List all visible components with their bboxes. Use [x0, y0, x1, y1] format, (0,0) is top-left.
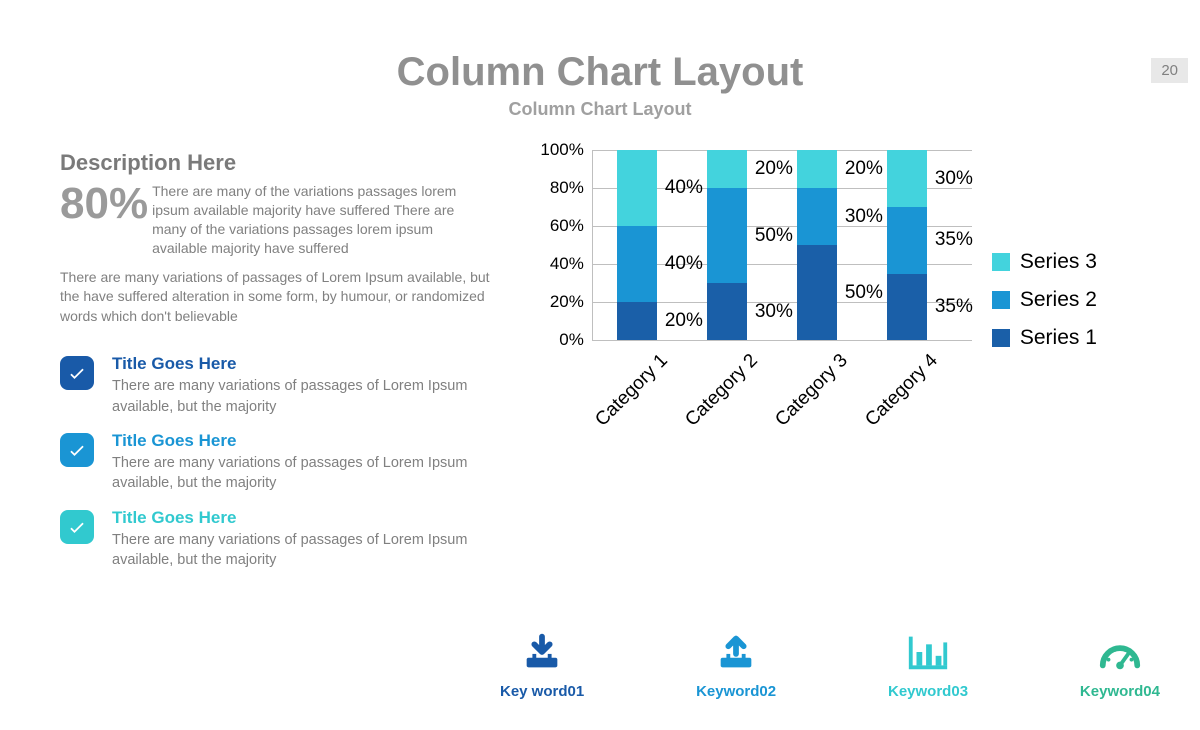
bullet-item: Title Goes HereThere are many variations…	[60, 431, 492, 494]
bullet-title: Title Goes Here	[112, 354, 492, 374]
legend-swatch	[992, 291, 1010, 309]
upload-icon	[696, 632, 776, 677]
keyword-item: Keyword03	[888, 632, 968, 700]
stacked-bar-chart: 0%20%40%60%80%100%20%40%40%Category 130%…	[592, 150, 972, 340]
gauge-icon	[1080, 632, 1160, 677]
category-label: Category 3	[759, 350, 852, 443]
chart-bar: 30%50%20%	[707, 150, 747, 340]
segment-value-label: 20%	[665, 310, 703, 332]
y-axis-label: 0%	[559, 330, 584, 350]
chart-bar-segment: 40%	[617, 226, 657, 302]
keyword-row: Key word01 Keyword02 Keyword03 Keyword04	[500, 632, 1160, 700]
slide-subtitle: Column Chart Layout	[0, 99, 1200, 120]
bullet-body: There are many variations of passages of…	[112, 376, 492, 417]
y-axis-label: 100%	[540, 140, 583, 160]
keyword-label: Keyword02	[696, 683, 776, 700]
barchart-icon	[888, 632, 968, 677]
bullet-title: Title Goes Here	[112, 431, 492, 451]
bullet-body: There are many variations of passages of…	[112, 530, 492, 571]
keyword-item: Keyword02	[696, 632, 776, 700]
legend-label: Series 1	[1020, 326, 1097, 350]
page-number: 20	[1151, 58, 1188, 83]
segment-value-label: 35%	[935, 229, 973, 251]
y-axis-label: 40%	[550, 254, 584, 274]
description-panel: Description Here 80% There are many of t…	[60, 150, 512, 584]
check-icon	[60, 510, 94, 544]
download-icon	[500, 632, 584, 677]
bullet-list: Title Goes HereThere are many variations…	[60, 354, 492, 570]
chart-bar-segment: 30%	[797, 188, 837, 245]
keyword-label: Keyword03	[888, 683, 968, 700]
keyword-item: Keyword04	[1080, 632, 1160, 700]
segment-value-label: 30%	[845, 206, 883, 228]
check-icon	[60, 356, 94, 390]
category-label: Category 1	[579, 350, 672, 443]
keyword-item: Key word01	[500, 632, 584, 700]
legend-item: Series 2	[992, 288, 1097, 312]
bullet-item: Title Goes HereThere are many variations…	[60, 508, 492, 571]
bullet-item: Title Goes HereThere are many variations…	[60, 354, 492, 417]
chart-panel: 0%20%40%60%80%100%20%40%40%Category 130%…	[512, 150, 1140, 584]
segment-value-label: 50%	[755, 225, 793, 247]
segment-value-label: 30%	[755, 301, 793, 323]
segment-value-label: 30%	[935, 168, 973, 190]
chart-legend: Series 3 Series 2 Series 1	[992, 250, 1097, 364]
category-label: Category 4	[849, 350, 942, 443]
slide-title: Column Chart Layout	[0, 50, 1200, 95]
description-heading: Description Here	[60, 150, 492, 176]
chart-bar-segment: 20%	[617, 302, 657, 340]
chart-bar-segment: 50%	[797, 245, 837, 340]
category-label: Category 2	[669, 350, 762, 443]
segment-value-label: 20%	[755, 158, 793, 180]
legend-label: Series 3	[1020, 250, 1097, 274]
chart-bar-segment: 30%	[707, 283, 747, 340]
segment-value-label: 40%	[665, 177, 703, 199]
chart-bar-segment: 20%	[707, 150, 747, 188]
check-icon	[60, 433, 94, 467]
y-axis-label: 80%	[550, 178, 584, 198]
chart-bar-segment: 35%	[887, 274, 927, 341]
legend-label: Series 2	[1020, 288, 1097, 312]
chart-bar-segment: 30%	[887, 150, 927, 207]
legend-item: Series 3	[992, 250, 1097, 274]
segment-value-label: 20%	[845, 158, 883, 180]
chart-bar-segment: 40%	[617, 150, 657, 226]
legend-swatch	[992, 253, 1010, 271]
legend-item: Series 1	[992, 326, 1097, 350]
legend-swatch	[992, 329, 1010, 347]
chart-bar-segment: 35%	[887, 207, 927, 274]
keyword-label: Keyword04	[1080, 683, 1160, 700]
description-top-text: There are many of the variations passage…	[152, 182, 492, 258]
bullet-title: Title Goes Here	[112, 508, 492, 528]
chart-bar: 20%40%40%	[617, 150, 657, 340]
slide-header: Column Chart Layout Column Chart Layout	[0, 50, 1200, 120]
chart-bar-segment: 50%	[707, 188, 747, 283]
chart-bar: 50%30%20%	[797, 150, 837, 340]
description-paragraph: There are many variations of passages of…	[60, 268, 492, 327]
segment-value-label: 40%	[665, 253, 703, 275]
chart-bar: 35%35%30%	[887, 150, 927, 340]
bullet-body: There are many variations of passages of…	[112, 453, 492, 494]
big-stat: 80%	[60, 182, 148, 226]
chart-bar-segment: 20%	[797, 150, 837, 188]
y-axis-label: 60%	[550, 216, 584, 236]
keyword-label: Key word01	[500, 683, 584, 700]
segment-value-label: 50%	[845, 282, 883, 304]
segment-value-label: 35%	[935, 296, 973, 318]
y-axis-label: 20%	[550, 292, 584, 312]
